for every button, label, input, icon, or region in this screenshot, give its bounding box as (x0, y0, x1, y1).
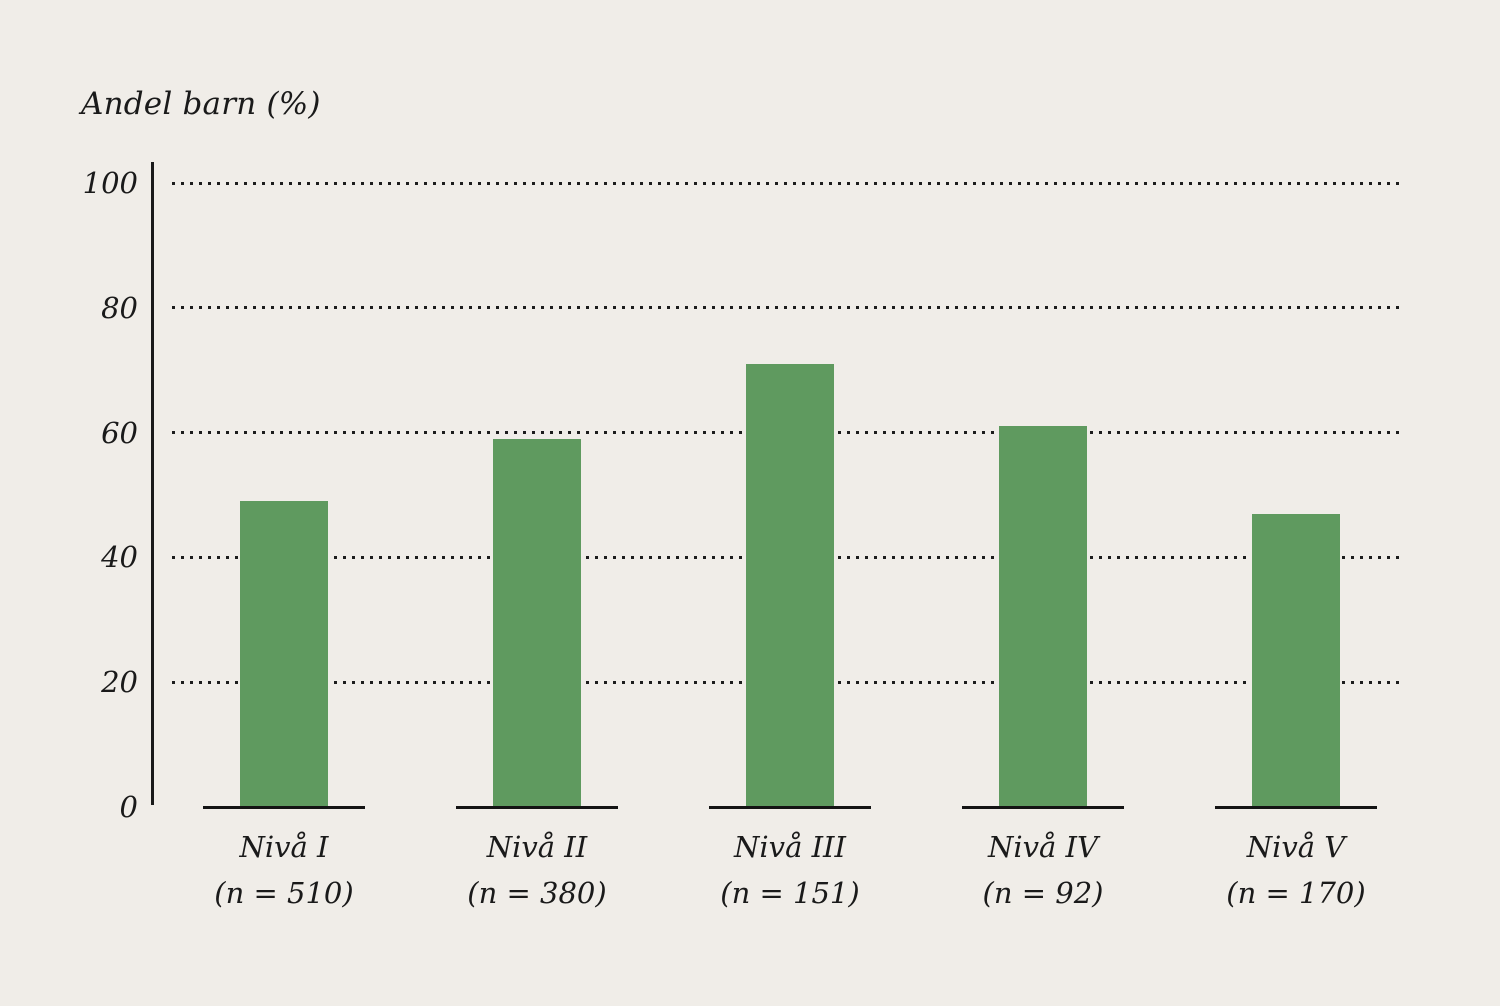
category-label: Nivå III (734, 830, 846, 864)
category-sublabel: (n = 92) (982, 876, 1104, 910)
y-tick-label: 80 (101, 290, 138, 325)
category-label: Nivå I (239, 830, 329, 864)
y-axis-title: Andel barn (%) (81, 86, 321, 122)
bar (1252, 513, 1340, 807)
y-tick-label: 40 (101, 540, 138, 575)
y-tick-label: 60 (101, 415, 138, 450)
category-label: Nivå V (1246, 830, 1346, 864)
bar (746, 363, 834, 807)
category-label: Nivå II (486, 830, 588, 864)
category: Nivå IV (n = 92) (917, 828, 1170, 912)
category: Nivå V (n = 170) (1170, 828, 1423, 912)
y-tick-label: 100 (82, 166, 138, 200)
category: Nivå III (n = 151) (664, 828, 917, 912)
bar (240, 501, 328, 807)
category-sublabel: (n = 380) (467, 876, 607, 910)
bar-baseline (1215, 805, 1377, 809)
category-sublabel: (n = 510) (214, 876, 354, 910)
gridline (172, 306, 1402, 310)
y-axis-line (151, 162, 154, 805)
category-label: Nivå IV (988, 830, 1098, 864)
category: Nivå I (n = 510) (158, 828, 411, 912)
y-tick-label: 0 (119, 790, 138, 824)
gridline (172, 181, 1402, 185)
bar-baseline (962, 805, 1124, 809)
y-tick-label: 20 (101, 665, 138, 700)
bar-baseline (456, 805, 618, 809)
category-sublabel: (n = 151) (720, 876, 860, 910)
bar-baseline (203, 805, 365, 809)
bar-baseline (709, 805, 871, 809)
bar (999, 426, 1087, 807)
category: Nivå II (n = 380) (411, 828, 664, 912)
category-sublabel: (n = 170) (1226, 876, 1366, 910)
bar (493, 438, 581, 807)
